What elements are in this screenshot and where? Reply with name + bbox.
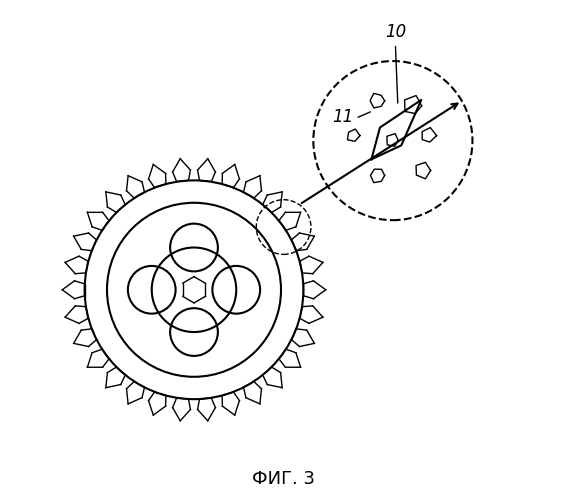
Text: 10: 10 (385, 23, 406, 41)
Text: ФИГ. 3: ФИГ. 3 (252, 470, 315, 488)
Text: 11: 11 (332, 108, 353, 126)
